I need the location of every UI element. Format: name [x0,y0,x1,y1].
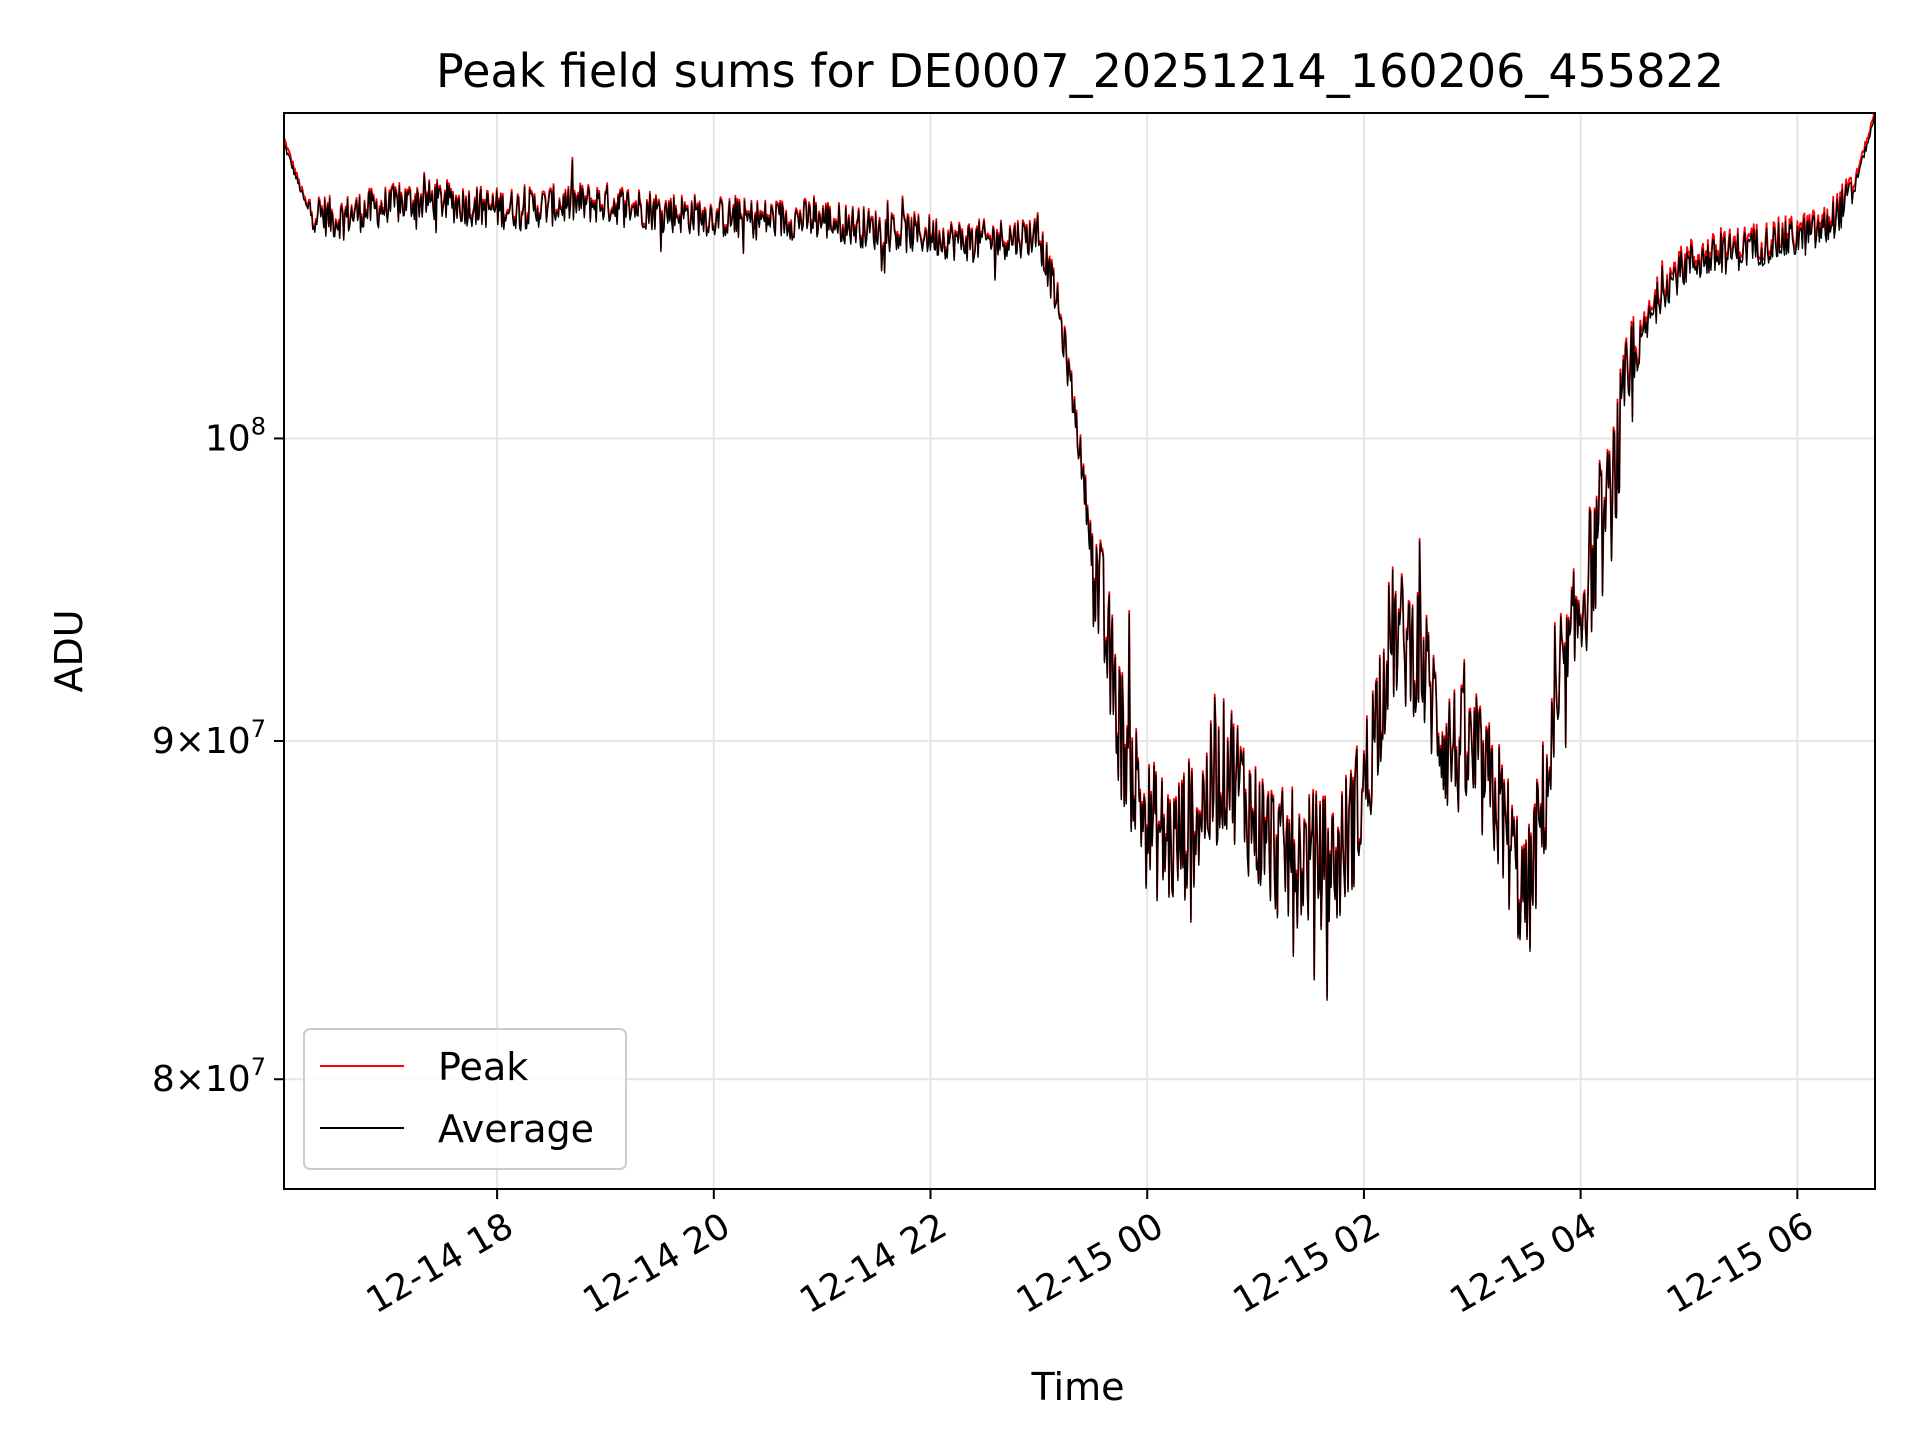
legend: Peak Average [303,1028,627,1170]
y-axis-label: ADU [47,609,91,692]
chart-title: Peak field sums for DE0007_20251214_1602… [436,44,1724,98]
series-lines [283,112,1876,1001]
legend-box [303,1028,627,1170]
series-line-average [283,117,1876,1001]
y-tick-label: 9×107 [152,715,266,762]
x-axis-label: Time [1031,1365,1125,1409]
legend-label-average: Average [438,1107,594,1151]
plot-frame [283,112,1876,1190]
legend-label-peak: Peak [438,1045,528,1089]
y-tick-label: 8×107 [152,1053,266,1100]
grid [284,113,1875,1189]
